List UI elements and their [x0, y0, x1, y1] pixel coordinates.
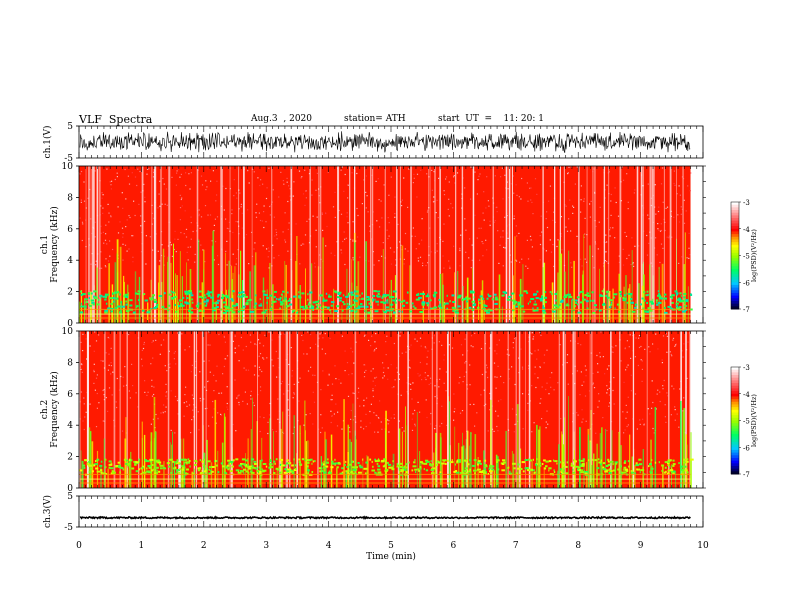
ylabel-channel: ch.1	[40, 235, 50, 254]
xtick-label: 9	[638, 541, 644, 551]
ytick-label: 5	[67, 122, 73, 132]
ch1-waveform-line	[79, 131, 691, 153]
ylabel-frequency: Frequency (kHz)	[49, 371, 60, 448]
colorbar-tick-label: -6	[743, 279, 750, 287]
time-ticks	[78, 166, 704, 172]
spectrogram-1	[79, 331, 694, 488]
colorbar-tick-label: -4	[743, 391, 750, 399]
spectrogram-0	[79, 166, 693, 323]
figure-title: VLF Spectra	[79, 113, 153, 126]
time-ticks	[78, 496, 704, 502]
ytick-label: 8	[67, 193, 73, 203]
time-ticks	[78, 521, 704, 527]
xtick-label: 8	[575, 541, 581, 551]
time-ticks	[78, 317, 704, 323]
colorbar-tick-label: -5	[743, 253, 750, 261]
ytick-label: 10	[62, 327, 74, 337]
ytick-label: 8	[67, 358, 73, 368]
colorbar-tick-label: -5	[743, 418, 750, 426]
ytick-label: 4	[67, 256, 73, 266]
station-label: station= ATH	[344, 114, 406, 124]
xtick-label: 3	[263, 541, 269, 551]
xtick-label: 7	[513, 541, 519, 551]
ylabel-ch1-waveform: ch.1(V)	[42, 126, 53, 159]
ytick-label: -5	[64, 523, 73, 533]
colorbar-label: log(PSD)(V²/Hz)	[750, 394, 758, 447]
ytick-label: 10	[62, 162, 74, 172]
xtick-label: 6	[451, 541, 457, 551]
xtick-label: 4	[326, 541, 332, 551]
ylabel-ch3-waveform: ch.3(V)	[42, 495, 53, 528]
time-ticks	[78, 482, 704, 488]
ytick-label: 6	[67, 225, 73, 235]
colorbar-tick-label: -7	[743, 306, 750, 314]
ytick-label: 0	[67, 484, 73, 494]
xtick-label: 10	[697, 541, 709, 551]
time-ticks	[78, 126, 704, 132]
ytick-label: 6	[67, 390, 73, 400]
time-ticks	[78, 152, 704, 158]
ytick-label: 0	[67, 319, 73, 329]
colorbar-tick-label: -3	[743, 364, 750, 372]
time-ticks	[78, 331, 704, 337]
ylabel-channel: ch.2	[40, 400, 50, 419]
ylabel-frequency: Frequency (kHz)	[49, 206, 60, 283]
ytick-label: 2	[67, 453, 73, 463]
colorbar-label: log(PSD)(V²/Hz)	[750, 229, 758, 282]
ytick-label: -5	[64, 154, 73, 164]
ch3-waveform-line	[79, 515, 691, 521]
colorbar-0	[730, 201, 741, 310]
ytick-label: 2	[67, 288, 73, 298]
xtick-label: 1	[139, 541, 145, 551]
colorbar-tick-label: -3	[743, 199, 750, 207]
xlabel: Time (min)	[366, 551, 416, 562]
ytick-label: 4	[67, 421, 73, 431]
colorbar-1	[730, 366, 741, 475]
xtick-label: 2	[201, 541, 207, 551]
ytick-label: 5	[67, 492, 73, 502]
xtick-label: 0	[76, 541, 82, 551]
colorbar-tick-label: -7	[743, 471, 750, 479]
xtick-label: 5	[388, 541, 394, 551]
start-ut-label: start UT = 11: 20: 1	[438, 114, 544, 124]
colorbar-tick-label: -4	[743, 226, 750, 234]
date-label: Aug.3 , 2020	[251, 114, 312, 124]
colorbar-tick-label: -6	[743, 444, 750, 452]
